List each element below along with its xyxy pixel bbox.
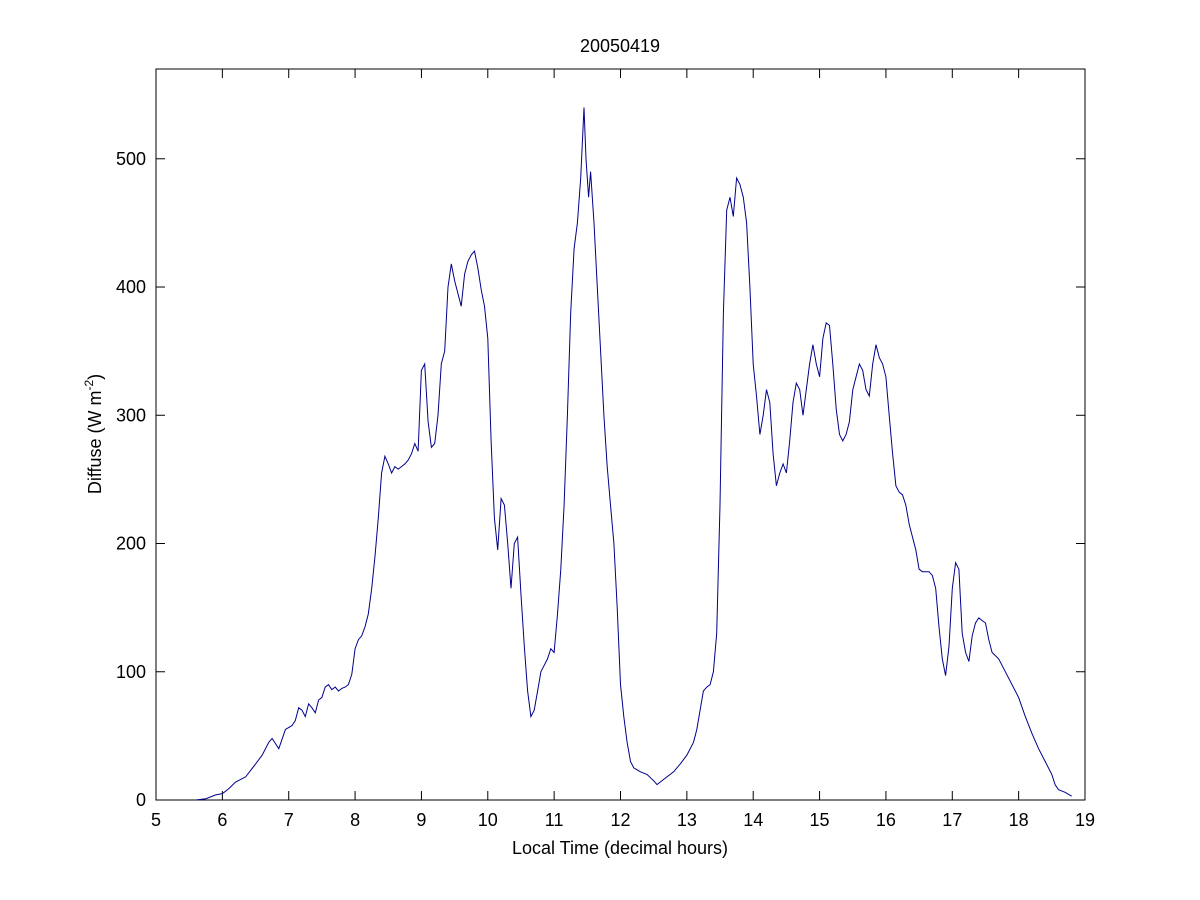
y-tick-label: 400 (116, 277, 146, 297)
x-tick-label: 19 (1075, 810, 1095, 830)
x-tick-label: 7 (284, 810, 294, 830)
y-tick-label: 200 (116, 534, 146, 554)
x-tick-label: 18 (1009, 810, 1029, 830)
y-axis-label-suffix: ) (85, 374, 105, 380)
x-tick-label: 11 (545, 810, 564, 830)
x-tick-label: 8 (350, 810, 360, 830)
y-axis-ticks: 0 100 200 300 400 500 (116, 149, 1085, 810)
x-tick-label: 6 (217, 810, 227, 830)
axes-box (155, 68, 1086, 801)
y-axis-label-superscript: -2 (82, 379, 96, 390)
y-axis-label-prefix: Diffuse (W m (85, 390, 105, 494)
x-tick-label: 16 (876, 810, 896, 830)
diffuse-series-line (195, 107, 1072, 801)
x-tick-label: 15 (810, 810, 830, 830)
x-tick-label: 12 (610, 810, 630, 830)
x-tick-label: 9 (416, 810, 426, 830)
x-tick-label: 14 (743, 810, 763, 830)
y-tick-label: 0 (136, 790, 146, 810)
y-tick-label: 300 (116, 405, 146, 425)
chart-title: 20050419 (580, 36, 660, 56)
x-axis-label: Local Time (decimal hours) (512, 838, 728, 858)
x-tick-label: 17 (942, 810, 962, 830)
x-axis-ticks: 5 6 7 8 9 10 11 12 13 14 15 16 17 18 19 (151, 69, 1095, 830)
x-tick-label: 5 (151, 810, 161, 830)
x-tick-label: 10 (478, 810, 498, 830)
y-axis-label: Diffuse (W m-2) (82, 374, 105, 494)
y-tick-label: 500 (116, 149, 146, 169)
plot-area: 5 6 7 8 9 10 11 12 13 14 15 16 17 18 19 01002003004005… (116, 68, 1095, 830)
x-tick-label: 13 (677, 810, 697, 830)
y-tick-label: 100 (116, 662, 146, 682)
